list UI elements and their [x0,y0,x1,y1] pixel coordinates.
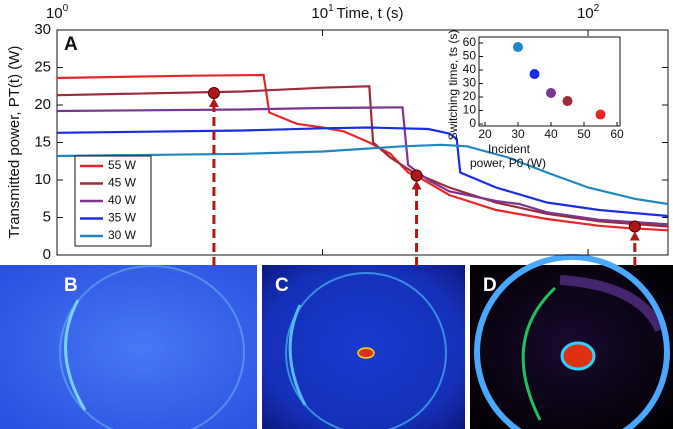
image-b [0,265,257,429]
point [562,96,573,107]
inset-frame [478,36,621,127]
y-tick-label: 20 [34,96,51,113]
image-c [262,265,465,429]
y-tick-label: 10 [34,171,51,188]
y-tick-label: 25 [34,58,51,75]
inset-y-tick-label: 20 [463,89,477,103]
marker [207,87,220,99]
inset-x-tick-label: 50 [577,127,591,141]
x-tick-exponent: 2 [594,3,600,14]
point [513,42,523,53]
inset-y-tick-label: 30 [463,76,477,90]
x-axis-title: Time, t (s) [337,5,404,22]
line [56,126,669,218]
inset-x-axis-title: power, P0 (W) [470,156,546,170]
x-tick-exponent: 0 [63,3,69,14]
legend-label: 30 W [108,228,137,242]
point [546,87,556,98]
line [56,85,669,228]
x-tick-label: 102 [577,3,600,22]
inset-y-tick-label: 50 [463,49,477,63]
panel-label: B [64,275,78,296]
x-tick-label: 101 [311,3,334,22]
marker-arrowhead [208,98,219,107]
line [56,73,669,232]
x-tick-label: 100 [46,3,69,22]
x-tick-exponent: 1 [328,3,334,14]
point [595,109,606,120]
legend-label: 35 W [108,211,137,225]
inset-x-tick-label: 40 [544,127,558,141]
marker [410,169,423,182]
inset-y-tick-label: 60 [463,35,477,49]
legend-label: 40 W [108,193,137,207]
image-d [470,254,673,429]
x-tick-base: 10 [46,5,63,22]
line [56,143,669,206]
inset-x-tick-label: 20 [478,127,492,141]
panel-label: A [64,34,78,55]
legend-label: 55 W [108,158,137,172]
inset-y-tick-label: 10 [463,103,477,117]
point [529,69,540,80]
x-tick-base: 10 [311,5,328,22]
line [56,106,669,226]
y-axis-title: Transmitted power, PT(t) (W) [6,46,23,239]
inset-x-tick-label: 30 [511,127,525,141]
y-tick-label: 15 [34,133,51,150]
y-tick-label: 0 [43,246,51,263]
marker-arrowhead [411,180,422,190]
inset-x-tick-label: 60 [610,127,624,141]
inset-y-tick-label: 40 [463,62,477,76]
y-tick-label: 30 [34,21,51,38]
inset-x-axis-title: Incident [488,142,531,156]
y-tick-label: 5 [43,208,51,225]
marker [628,220,641,233]
inset-y-tick-label: 0 [469,116,476,130]
inset-y-axis-title: Switching time, ts (s) [446,30,460,141]
x-tick-base: 10 [577,5,594,22]
panel-label: D [483,275,497,296]
legend-label: 45 W [108,176,137,190]
marker-arrowhead [629,231,640,241]
panel-label: C [275,275,289,296]
